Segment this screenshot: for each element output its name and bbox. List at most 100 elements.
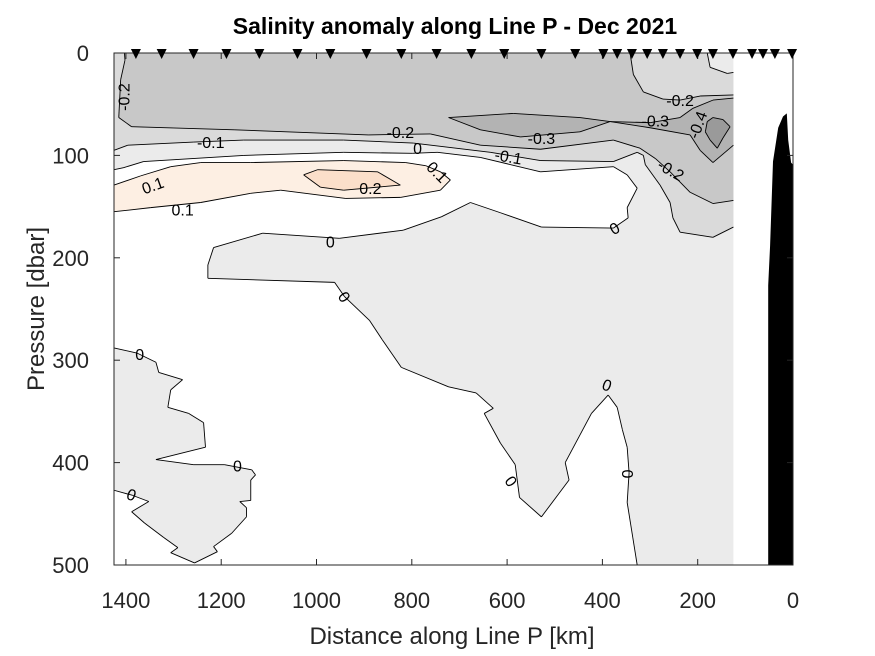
contour-line-segment — [672, 217, 681, 233]
contour-line-segment — [155, 459, 194, 466]
contour-line-segment — [626, 502, 638, 566]
station-markers — [130, 49, 798, 59]
contour-line-segment — [649, 117, 681, 124]
station-marker-icon — [747, 49, 758, 59]
contour-label: 0 — [620, 469, 637, 478]
y-tick-label: 300 — [52, 348, 89, 373]
contour-line-segment — [345, 196, 401, 199]
contour-line-segment — [540, 160, 614, 162]
station-marker-icon — [787, 49, 798, 59]
contour-line-segment — [132, 494, 149, 502]
contour-line-segment — [213, 546, 218, 552]
station-marker-icon — [396, 49, 407, 59]
contour-line-segment — [709, 139, 718, 149]
contour-line-segment — [317, 169, 378, 173]
contour-line-segment — [131, 511, 145, 524]
contour-line-segment — [239, 500, 251, 502]
contour-line-segment — [689, 191, 714, 204]
contour-line-segment — [413, 142, 491, 153]
contour-line-segment — [250, 160, 344, 164]
contour-line-segment — [626, 174, 638, 189]
contour-line-segment — [448, 112, 514, 118]
contour-line-segment — [320, 186, 344, 191]
station-marker-icon — [361, 49, 372, 59]
contour-line-segment — [123, 161, 144, 169]
station-marker-icon — [156, 49, 167, 59]
contour-label: 0.1 — [140, 175, 167, 199]
contour-line-segment — [579, 121, 611, 133]
contour-line-segment — [654, 158, 671, 173]
station-marker-icon — [536, 49, 547, 59]
contour-line-segment — [712, 200, 734, 204]
contour-label: -0.3 — [528, 131, 556, 148]
contour-line-segment — [540, 139, 614, 150]
contour-line-segment — [484, 407, 494, 414]
contour-lines — [113, 52, 734, 566]
x-tick-label: 800 — [393, 588, 430, 613]
contour-line-segment — [613, 166, 628, 176]
contour-line-segment — [680, 231, 714, 238]
contour-line-segment — [412, 151, 438, 154]
contour-line-segment — [692, 99, 714, 109]
x-tick-label: 1200 — [197, 588, 246, 613]
station-marker-icon — [598, 49, 609, 59]
contour-line-segment — [113, 144, 128, 151]
station-marker-icon — [130, 49, 141, 59]
contour-line-segment — [113, 167, 124, 171]
contour-line-segment — [470, 202, 501, 214]
contour-line-segment — [513, 112, 581, 118]
contour-line-segment — [712, 97, 734, 101]
contour-line-segment — [626, 207, 629, 218]
contour-line-segment — [170, 547, 179, 554]
contour-line-segment — [143, 154, 244, 162]
contour-line-segment — [213, 532, 232, 547]
contour-label: 0 — [135, 347, 144, 364]
contour-line-segment — [475, 392, 494, 409]
bathymetry-shape — [768, 113, 793, 566]
contour-line-segment — [343, 139, 414, 144]
contour-line-segment — [706, 117, 714, 122]
station-marker-icon — [292, 49, 303, 59]
contour-line-segment — [541, 479, 570, 518]
y-tick-label: 100 — [52, 143, 89, 168]
contour-line-segment — [334, 282, 345, 297]
contour-label: 0 — [233, 459, 242, 476]
contour-line-segment — [643, 91, 664, 100]
contour-line-segment — [234, 129, 369, 136]
contour-line-segment — [155, 446, 206, 460]
station-marker-icon — [221, 49, 232, 59]
contour-line-segment — [613, 151, 638, 162]
station-marker-icon — [466, 49, 477, 59]
contour-line-segment — [280, 189, 346, 199]
bathymetry — [768, 113, 793, 566]
contour-line-segment — [251, 469, 256, 476]
station-marker-icon — [769, 49, 780, 59]
contour-line-segment — [113, 175, 141, 186]
contour-line-segment — [368, 133, 431, 136]
contour-line-segment — [689, 134, 701, 151]
contour-line-segment — [716, 137, 724, 149]
contour-line-segment — [704, 131, 711, 141]
contour-line-segment — [712, 117, 724, 121]
y-tick-label: 400 — [52, 451, 89, 476]
contour-line-segment — [144, 522, 164, 538]
contour-line-segment — [607, 394, 618, 408]
station-marker-icon — [612, 49, 623, 59]
contour-line-segment — [632, 74, 644, 93]
station-marker-icon — [499, 49, 510, 59]
contour-line-segment — [626, 187, 638, 208]
contour-label: 0 — [326, 234, 335, 251]
contour-label: -0.1 — [197, 135, 225, 152]
contour-line-segment — [231, 516, 247, 534]
contour-line-segment — [193, 139, 244, 143]
contour-line-segment — [722, 119, 731, 128]
contour-line-segment — [243, 151, 344, 156]
contour-line-segment — [448, 117, 481, 131]
contour-line-segment — [250, 474, 256, 481]
station-marker-icon — [626, 49, 637, 59]
contour-line-segment — [480, 129, 521, 138]
contour-line-segment — [712, 144, 734, 163]
contour-line-segment — [170, 379, 183, 391]
contour-line-segment — [401, 366, 449, 388]
contour-line-segment — [480, 157, 541, 173]
